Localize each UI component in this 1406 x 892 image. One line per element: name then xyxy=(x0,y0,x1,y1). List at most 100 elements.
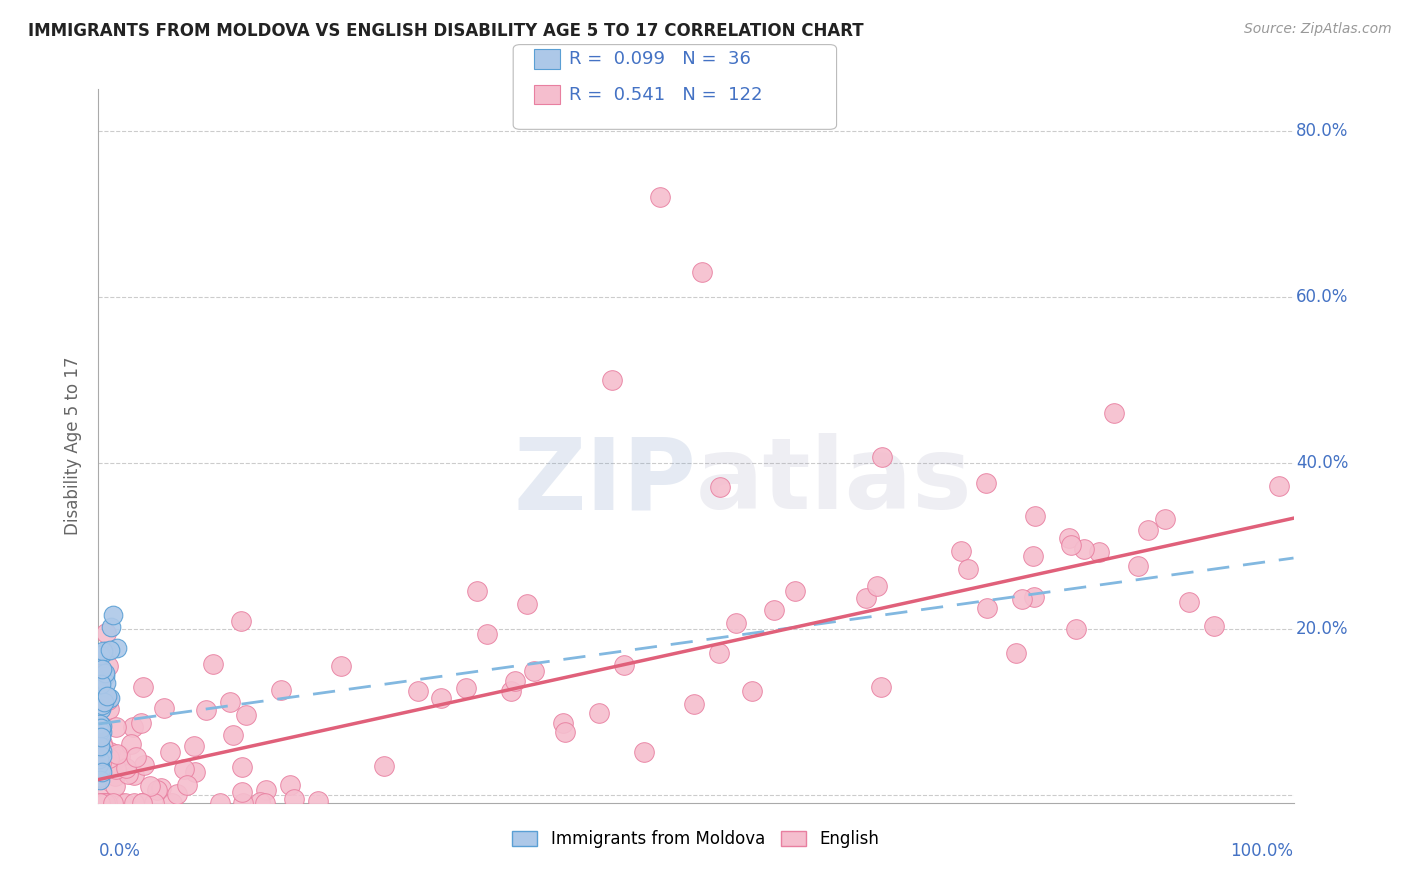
Point xyxy=(98,702,121,716)
Point xyxy=(87,756,110,770)
Point xyxy=(1126,558,1149,573)
Point xyxy=(249,795,271,809)
Point xyxy=(183,764,205,779)
Point xyxy=(516,597,538,611)
Point xyxy=(131,796,153,810)
Point xyxy=(96,752,118,766)
Point xyxy=(602,373,624,387)
Point xyxy=(89,773,111,788)
Point xyxy=(90,662,112,676)
Point xyxy=(235,707,257,722)
Point xyxy=(974,475,997,490)
Point xyxy=(90,770,112,784)
Point xyxy=(97,751,120,765)
Point xyxy=(724,615,747,630)
Point xyxy=(588,706,610,720)
Point xyxy=(183,739,205,753)
Point xyxy=(87,752,110,766)
Point xyxy=(430,690,453,705)
Point xyxy=(475,627,498,641)
Point xyxy=(1022,591,1045,605)
Point xyxy=(91,698,114,712)
Text: ZIP: ZIP xyxy=(513,434,696,530)
Text: atlas: atlas xyxy=(696,434,973,530)
Point xyxy=(1104,406,1126,420)
Point xyxy=(229,614,252,628)
Point xyxy=(89,673,111,688)
Point xyxy=(1011,591,1033,606)
Point xyxy=(100,620,122,634)
Point xyxy=(633,745,655,759)
Point xyxy=(104,769,127,783)
Point xyxy=(90,736,112,750)
Point xyxy=(1073,541,1095,556)
Point xyxy=(122,796,145,810)
Point xyxy=(91,739,114,754)
Point xyxy=(142,796,165,810)
Point xyxy=(406,683,429,698)
Point xyxy=(122,720,145,734)
Point xyxy=(173,763,195,777)
Point xyxy=(741,684,763,698)
Point xyxy=(96,796,118,810)
Point xyxy=(115,761,138,775)
Point xyxy=(763,602,786,616)
Point xyxy=(139,779,162,793)
Text: 100.0%: 100.0% xyxy=(1230,842,1294,860)
Text: R =  0.541   N =  122: R = 0.541 N = 122 xyxy=(569,86,763,103)
Point xyxy=(554,725,576,739)
Point xyxy=(465,583,488,598)
Y-axis label: Disability Age 5 to 17: Disability Age 5 to 17 xyxy=(65,357,83,535)
Point xyxy=(98,745,121,759)
Point xyxy=(89,724,111,739)
Point xyxy=(96,754,118,768)
Point xyxy=(956,562,979,576)
Point xyxy=(125,749,148,764)
Point xyxy=(232,796,254,810)
Point xyxy=(87,692,110,706)
Point xyxy=(91,796,114,810)
Point xyxy=(202,657,225,671)
Point xyxy=(101,607,124,622)
Point xyxy=(90,762,112,776)
Point xyxy=(89,796,111,810)
Point xyxy=(231,785,253,799)
Point xyxy=(283,792,305,806)
Point xyxy=(613,658,636,673)
Point xyxy=(146,783,169,797)
Point xyxy=(131,796,153,810)
Point xyxy=(683,697,706,711)
Point xyxy=(89,790,111,805)
Point xyxy=(855,591,877,606)
Point xyxy=(456,681,478,695)
Point xyxy=(90,648,112,662)
Point xyxy=(94,644,117,658)
Point xyxy=(1064,622,1087,636)
Point xyxy=(91,644,114,658)
Text: R =  0.099   N =  36: R = 0.099 N = 36 xyxy=(569,50,751,68)
Point xyxy=(1024,508,1046,523)
Point xyxy=(104,779,127,793)
Point xyxy=(93,695,115,709)
Point xyxy=(373,759,395,773)
Point xyxy=(150,780,173,795)
Point xyxy=(870,450,893,464)
Point xyxy=(87,756,110,771)
Point xyxy=(110,796,132,810)
Point xyxy=(117,767,139,781)
Text: 0.0%: 0.0% xyxy=(98,842,141,860)
Point xyxy=(153,701,176,715)
Point xyxy=(869,681,891,695)
Point xyxy=(159,745,181,759)
Text: Source: ZipAtlas.com: Source: ZipAtlas.com xyxy=(1244,22,1392,37)
Text: 60.0%: 60.0% xyxy=(1296,287,1348,306)
Point xyxy=(1177,595,1199,609)
Point xyxy=(709,481,731,495)
Point xyxy=(866,579,889,593)
Point xyxy=(91,748,114,763)
Point xyxy=(1022,549,1045,563)
Point xyxy=(254,796,277,810)
Point xyxy=(209,796,232,810)
Point xyxy=(89,716,111,731)
Point xyxy=(96,676,118,690)
